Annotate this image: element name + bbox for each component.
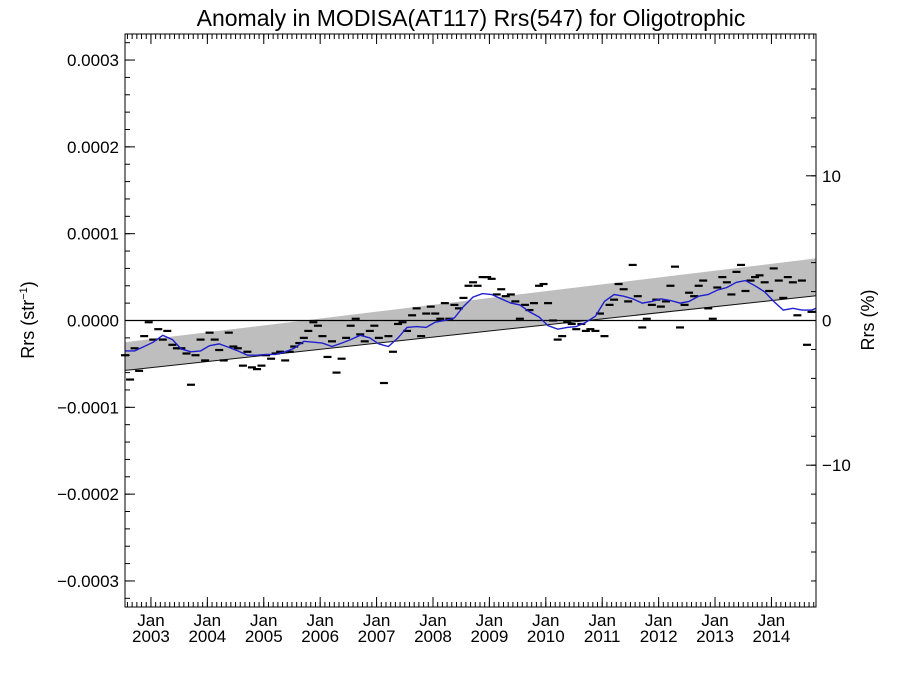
x-tick-month-label: Jan [250,611,277,630]
x-tick-year-label: 2013 [696,627,734,646]
x-tick-year-label: 2011 [584,627,621,646]
y-axis-label-unit-exponent: −1 [18,287,30,300]
trend-lower-edge-line [124,295,817,371]
x-tick-month-label: Jan [363,611,390,630]
trend-band-polygon [125,258,816,371]
x-tick-month-label: Jan [137,611,164,630]
x-axis-ticks: Jan2003Jan2004Jan2005Jan2006Jan2007Jan20… [126,34,815,646]
y-tick-label: −0.0002 [57,485,119,504]
y-axis-ticks: 0.0003 0.0002 0.0001 0.0000 −0.0001 −0.0002 −0… [57,42,135,599]
y-tick-label: −0.0003 [57,572,119,591]
x-tick-month-label: Jan [701,611,728,630]
x-tick-month-label: Jan [758,611,785,630]
x-tick-month-label: Jan [476,611,503,630]
x-tick-year-label: 2003 [132,627,170,646]
y2-axis-label: Rrs (%) [858,290,878,351]
x-tick-year-label: 2008 [414,627,452,646]
y-tick-label: −0.0001 [57,398,119,417]
x-tick-year-label: 2007 [358,627,396,646]
x-tick-year-label: 2004 [188,627,226,646]
smoothed-line [125,279,817,356]
x-tick-year-label: 2010 [527,627,565,646]
y-tick-label: 0.0000 [67,312,119,331]
smoothed-anomaly-series [125,279,817,356]
y-tick-label: 0.0003 [67,51,119,70]
y-tick-label: 0.0001 [67,225,119,244]
x-tick-year-label: 2009 [470,627,508,646]
x-tick-year-label: 2014 [753,627,791,646]
x-tick-month-label: Jan [419,611,446,630]
y-tick-label: 0.0002 [67,138,119,157]
y2-axis-ticks: 10 0 −10 [806,59,851,582]
chart-title: Anomaly in MODISA(AT117) Rrs(547) for Ol… [197,5,746,31]
zero-reference-lines [124,295,817,371]
y2-tick-label: 0 [822,312,831,331]
x-tick-month-label: Jan [589,611,616,630]
monthly-anomaly-points [121,263,816,386]
x-tick-month-label: Jan [645,611,672,630]
y-axis-label: Rrs (str−1) [18,281,38,359]
x-tick-month-label: Jan [532,611,559,630]
x-tick-year-label: 2012 [640,627,678,646]
x-tick-year-label: 2005 [245,627,283,646]
y2-tick-label: −10 [822,456,851,475]
y2-tick-label: 10 [822,167,841,186]
trend-confidence-band [125,258,816,371]
x-tick-year-label: 2006 [301,627,339,646]
x-tick-month-label: Jan [194,611,221,630]
x-tick-month-label: Jan [306,611,333,630]
